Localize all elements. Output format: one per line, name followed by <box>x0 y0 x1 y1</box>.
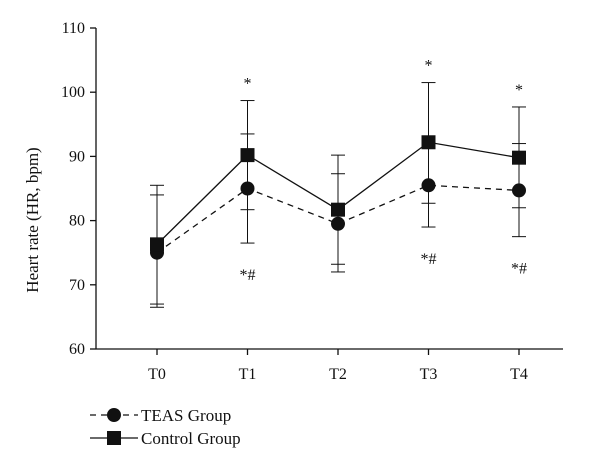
legend-square-marker <box>107 431 121 445</box>
significance-marker: *# <box>240 267 256 284</box>
x-tick-label: T3 <box>420 366 438 383</box>
y-tick-label: 110 <box>62 20 85 37</box>
y-tick-label: 100 <box>61 84 85 101</box>
legend-label: TEAS Group <box>141 406 231 425</box>
control-data-point <box>150 237 164 252</box>
significance-marker: * <box>244 76 252 93</box>
legend: TEAS Group Control Group <box>90 406 241 448</box>
x-tick-label: T1 <box>239 366 257 383</box>
significance-marker: *# <box>511 261 527 278</box>
significance-annotations: * *# * *# * *# <box>240 58 528 285</box>
series-markers <box>150 135 526 260</box>
significance-marker: * <box>515 82 523 99</box>
legend-circle-marker <box>107 408 121 422</box>
axes: 60 70 80 90 100 110 T0 T1 T2 T3 T4 <box>61 20 563 383</box>
teas-data-point <box>331 216 345 231</box>
teas-data-point <box>240 181 255 196</box>
significance-marker: * <box>425 58 433 75</box>
x-tick-label: T2 <box>329 366 347 383</box>
x-tick-label: T0 <box>148 366 166 383</box>
x-tick-label: T4 <box>510 366 528 383</box>
y-tick-label: 80 <box>69 213 85 230</box>
significance-marker: *# <box>421 251 437 268</box>
teas-data-point <box>512 183 526 198</box>
y-tick-label: 60 <box>69 341 85 358</box>
y-axis-title: Heart rate (HR, bpm) <box>23 147 42 292</box>
legend-label: Control Group <box>141 429 241 448</box>
control-data-point <box>240 148 255 163</box>
control-data-point <box>512 150 526 165</box>
control-data-point <box>421 135 436 150</box>
teas-data-point <box>421 178 436 193</box>
y-tick-label: 70 <box>69 277 85 294</box>
y-tick-label: 90 <box>69 148 85 165</box>
control-data-point <box>331 202 345 217</box>
